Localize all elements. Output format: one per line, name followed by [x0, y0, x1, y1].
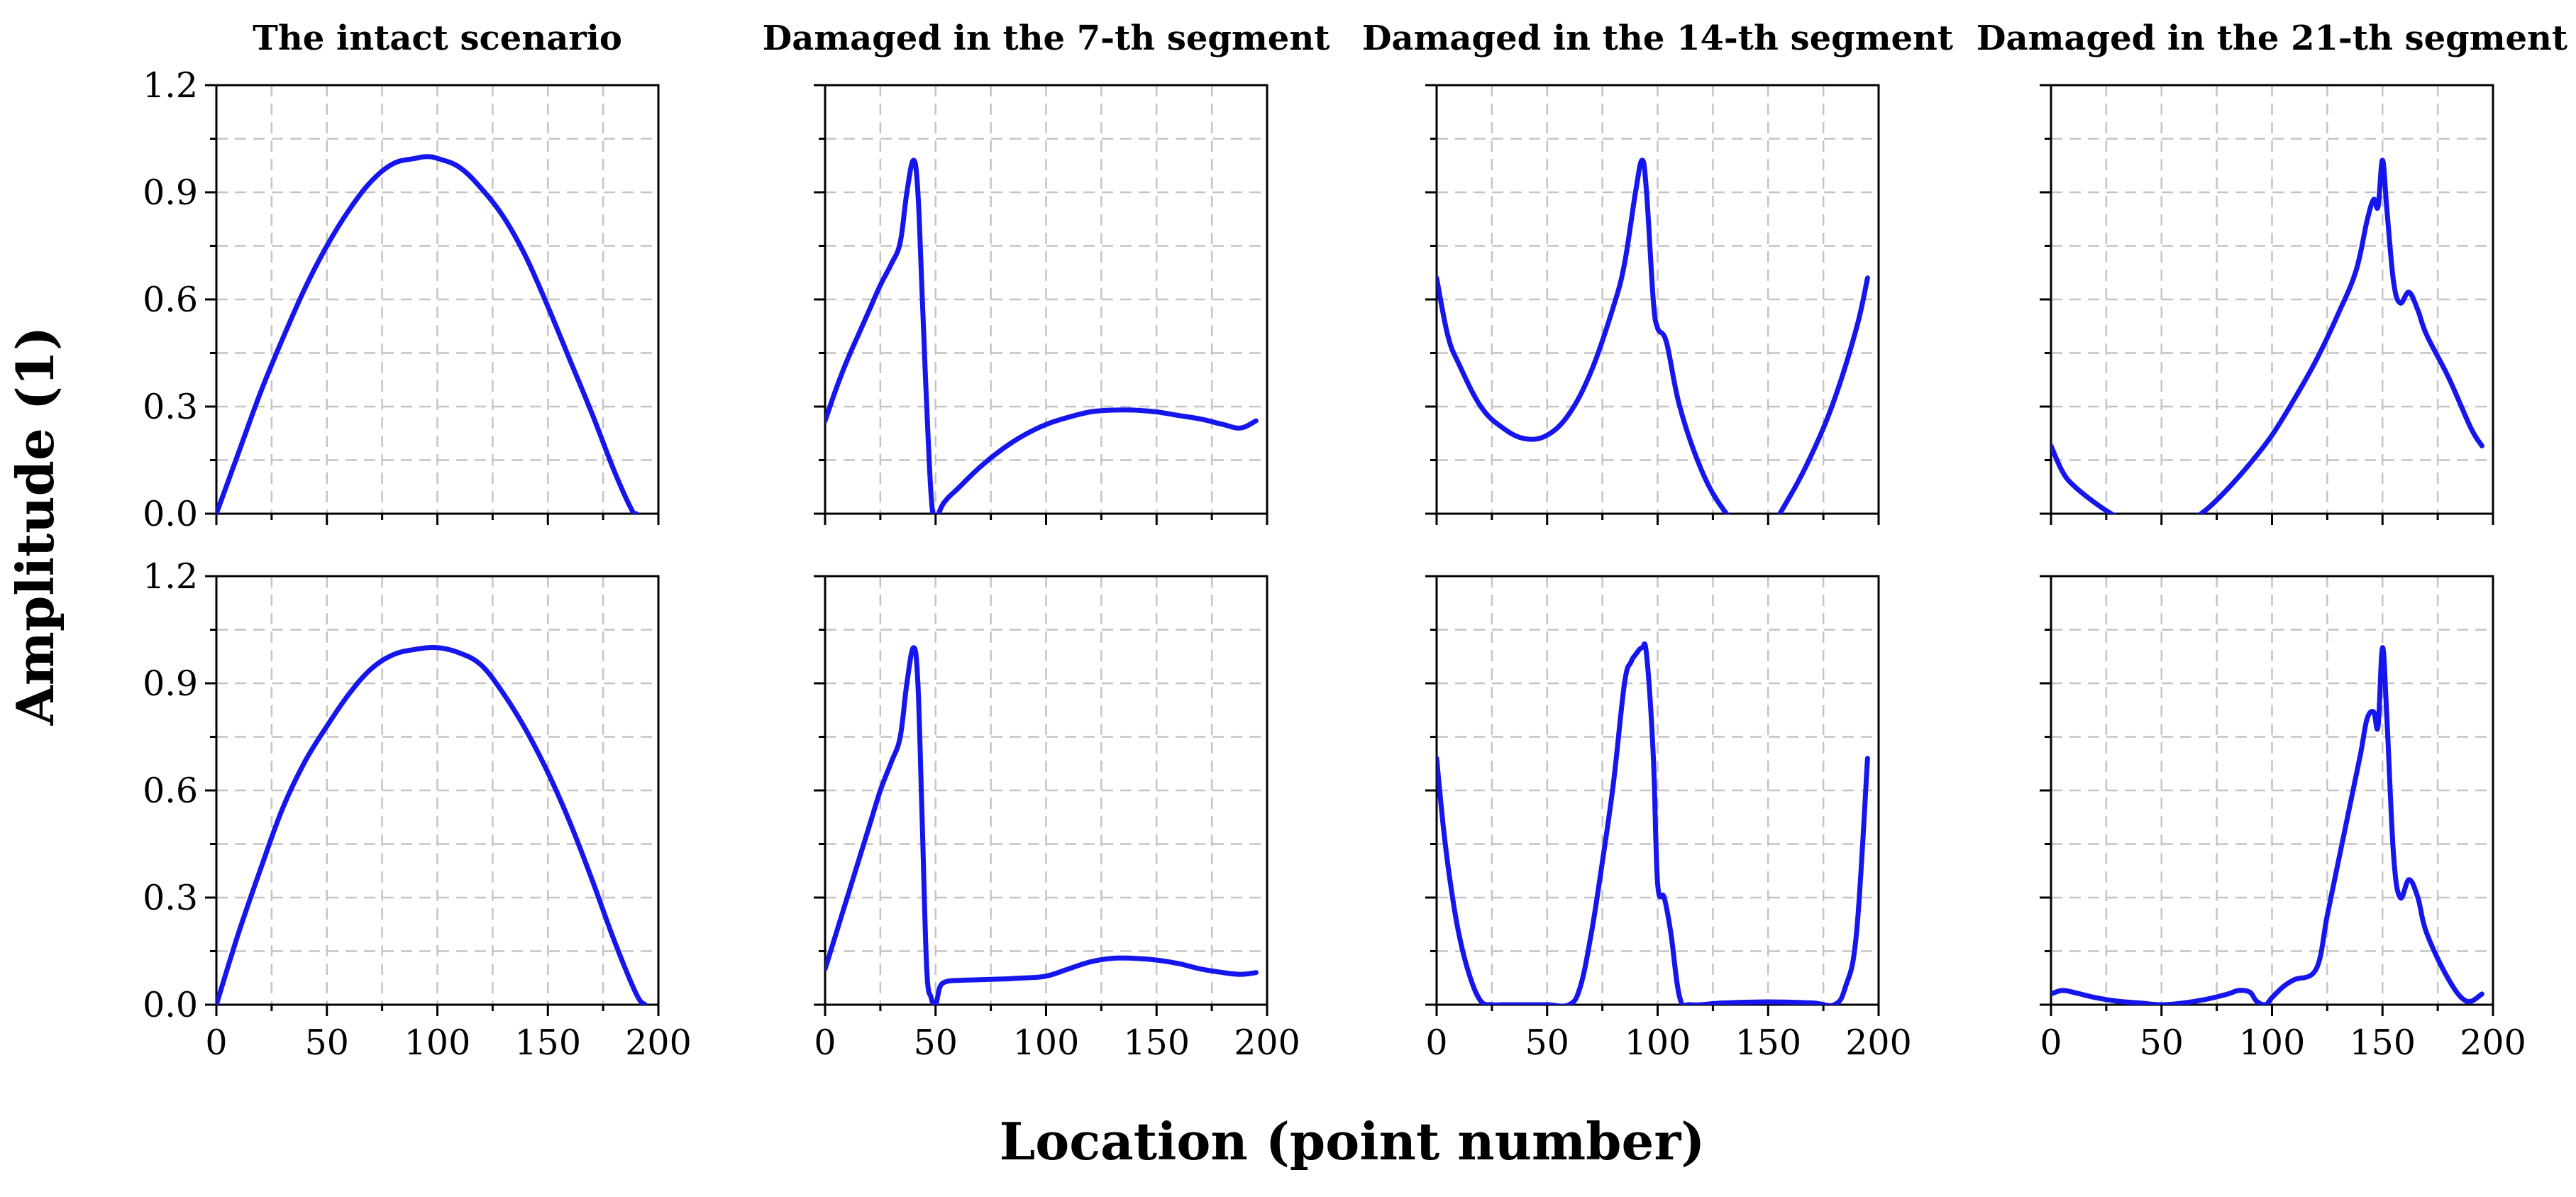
x-tick-label: 200: [2460, 1022, 2526, 1063]
panel-title: Damaged in the 7-th segment: [763, 18, 1330, 58]
panel-r1-c1: 0 50 100 150 200: [814, 575, 1300, 1063]
y-tick-label: 1.2: [143, 65, 198, 106]
x-tick-label: 100: [1625, 1022, 1691, 1063]
series-line: [2051, 158, 2484, 514]
panel-r1-c2: 0 50 100 150 200: [1425, 575, 1912, 1063]
x-tick-label: 0: [2040, 1022, 2062, 1063]
x-tick-label: 0: [205, 1022, 227, 1063]
y-tick-label: 0.9: [143, 172, 198, 213]
x-tick-label: 50: [1525, 1022, 1569, 1063]
x-tick-label: 100: [2239, 1022, 2306, 1063]
x-tick-label: 100: [404, 1022, 471, 1063]
y-axis-title: Amplitude (1): [5, 326, 65, 726]
y-tick-label: 0.0: [143, 985, 198, 1025]
panel-r0-c1: Damaged in the 7-th segment: [763, 18, 1330, 525]
series-line: [1437, 641, 1870, 1005]
series-line: [2051, 645, 2484, 1005]
x-tick-label: 50: [914, 1022, 958, 1063]
y-tick-label: 0.9: [143, 663, 198, 704]
panel-r1-c0: 0 50 100 150 200 0.0 0.3 0.6 0.9 1.2: [143, 556, 692, 1063]
x-tick-label: 200: [1845, 1022, 1912, 1063]
y-tick-label: 0.6: [143, 771, 198, 811]
panels: 0.0 0.3 0.6 0.9 1.2 The intact scenario Damage…: [143, 18, 2567, 1063]
x-tick-label: 150: [1123, 1022, 1190, 1063]
series-line: [216, 154, 639, 514]
series-line: [216, 644, 648, 1005]
x-tick-label: 150: [514, 1022, 581, 1063]
x-tick-label: 50: [2140, 1022, 2184, 1063]
panel-title: Damaged in the 14-th segment: [1362, 18, 1953, 58]
y-tick-label: 1.2: [143, 556, 198, 597]
panel-r0-c2: Damaged in the 14-th segment: [1362, 18, 1953, 525]
x-tick-label: 100: [1013, 1022, 1080, 1063]
x-axis-title: Location (point number): [1000, 1111, 1706, 1171]
series-line: [1437, 158, 1870, 514]
y-tick-label: 0.3: [143, 387, 198, 427]
series-line: [825, 645, 1259, 1005]
y-tick-label: 0.0: [143, 494, 198, 534]
panel-r0-c0: 0.0 0.3 0.6 0.9 1.2 The intact scenario: [143, 18, 660, 534]
y-tick-label: 0.6: [143, 280, 198, 320]
x-tick-label: 150: [1735, 1022, 1801, 1063]
x-tick-label: 200: [625, 1022, 692, 1063]
x-tick-label: 0: [1425, 1022, 1447, 1063]
panel-title: The intact scenario: [253, 18, 622, 58]
series-line: [825, 158, 1259, 514]
x-tick-label: 150: [2349, 1022, 2416, 1063]
panel-r1-c3: 0 50 100 150 200: [2040, 575, 2526, 1063]
y-tick-label: 0.3: [143, 878, 198, 918]
panel-r0-c3: Damaged in the 21-th segment: [1977, 18, 2567, 525]
panel-title: Damaged in the 21-th segment: [1977, 18, 2567, 58]
x-tick-label: 50: [305, 1022, 349, 1063]
x-tick-label: 0: [814, 1022, 836, 1063]
x-tick-label: 200: [1234, 1022, 1300, 1063]
